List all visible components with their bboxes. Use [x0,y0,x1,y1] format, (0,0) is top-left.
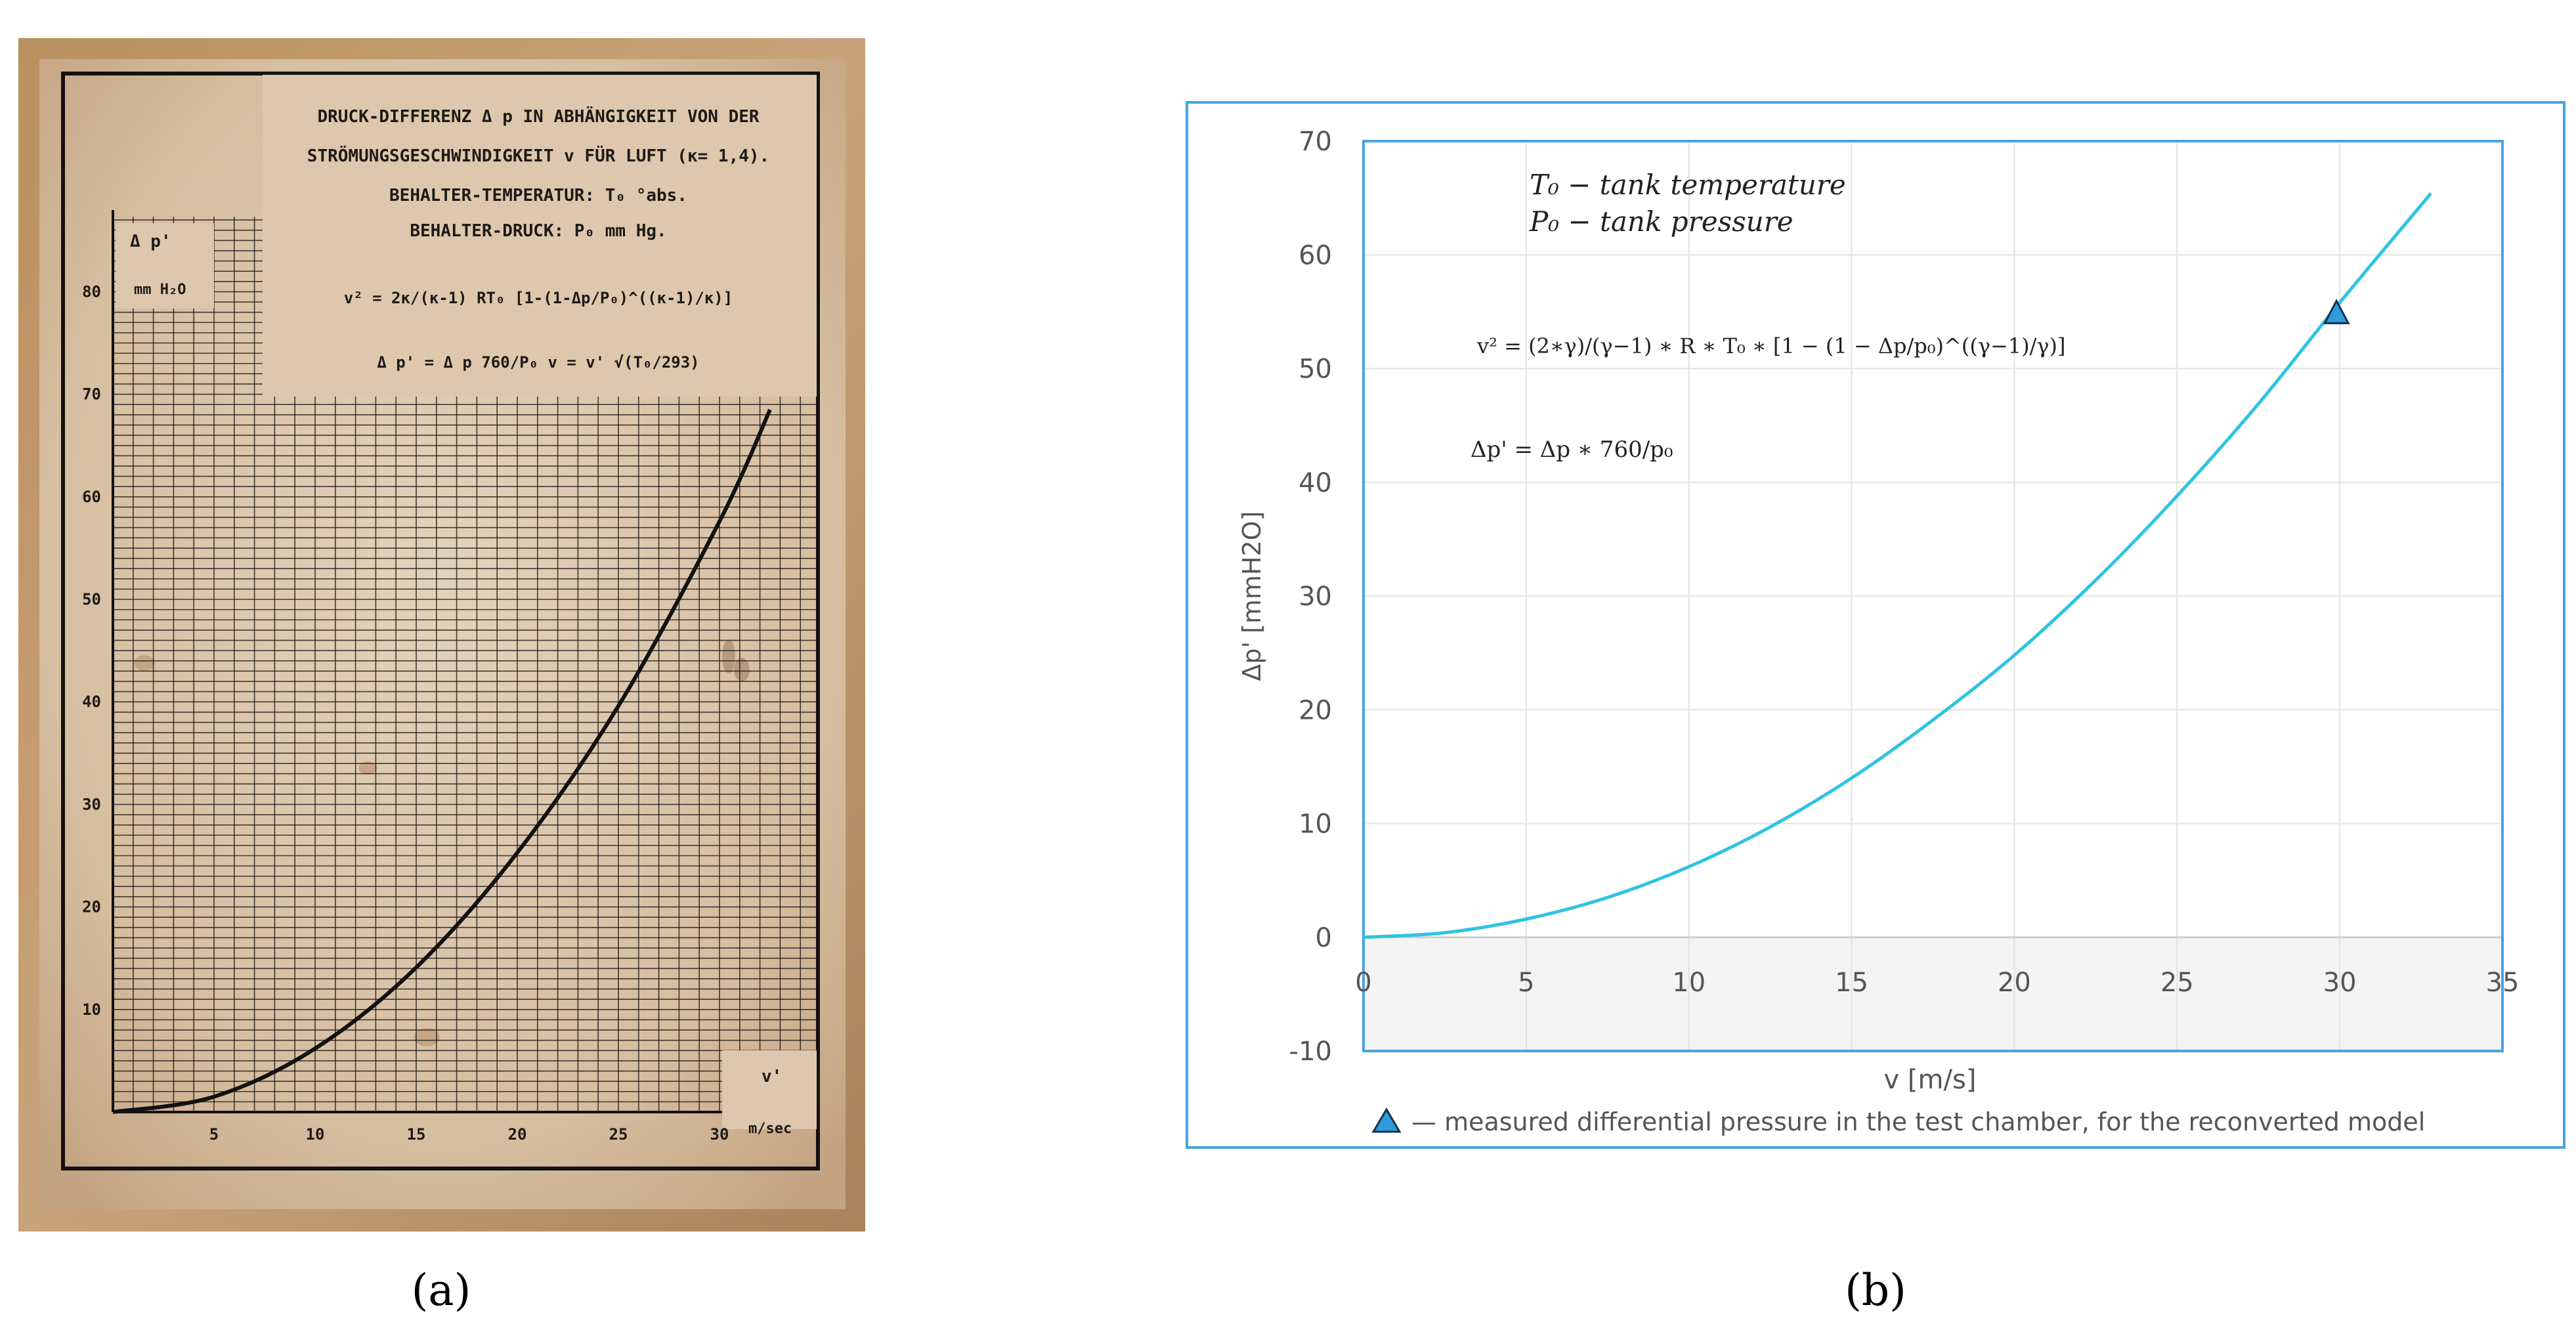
paper-y-unit: mm H₂O [134,282,186,298]
xlabel-box [722,1050,817,1129]
paper-curve-line [112,408,772,1114]
legend-marker-icon [1371,1107,1402,1133]
paper-x-axis-label: v' [762,1067,782,1086]
paper-x-tick-label: 25 [609,1125,628,1144]
y-tick-label: -10 [1289,1037,1332,1067]
paper-x-tick-label: 5 [209,1125,219,1144]
paper-x-tick-label: 15 [407,1125,426,1144]
plot-area-b [1362,140,2504,1052]
formula-pressure: Δp' = Δp ∗ 760/p₀ [1470,437,1673,463]
paper-title-line-1: DRUCK-DIFFERENZ Δ p IN ABHÄNGIGKEIT VON … [317,106,759,127]
paper-curve [112,408,772,1114]
y-tick-label: 60 [1299,240,1332,270]
panel-a: DRUCK-DIFFERENZ Δ p IN ABHÄNGIGKEIT VON … [18,38,865,1316]
paper-y-tick-label: 80 [82,282,101,301]
sheet-border [61,72,820,1170]
caption-a: (a) [412,1265,471,1316]
paper-y-tick-label: 60 [82,488,101,506]
y-tick-label: 30 [1299,582,1332,612]
paper-title: DRUCK-DIFFERENZ Δ p IN ABHÄNGIGKEIT VON … [307,106,769,241]
legend-b: — measured differential pressure in the … [1371,1107,2425,1136]
y-tick-label: 10 [1299,809,1332,840]
paper-title-line-3: BEHALTER-TEMPERATUR: T₀ °abs. [389,186,687,205]
title-block [263,75,817,397]
paper-y-tick-label: 30 [82,795,101,813]
paper-y-tick-label: 50 [82,590,101,609]
x-tick-label: 30 [2323,968,2357,998]
y-tick-label: 70 [1299,127,1332,157]
x-tick-label: 5 [1518,968,1534,998]
paper-y-tick-label: 70 [82,385,101,404]
paper-x-tick-label: 10 [306,1125,325,1144]
definition-tank-pressure: P₀ − tank pressure [1529,205,1793,238]
paper-formula-1: v² = 2κ/(κ-1) RT₀ [1-(1-Δp/P₀)^((κ-1)/κ)… [344,289,733,307]
formula-velocity: v² = (2∗γ)/(γ−1) ∗ R ∗ T₀ ∗ [1 − (1 − Δp… [1476,333,2065,358]
paper-y-tick-label: 40 [82,693,101,711]
y-tick-label: 0 [1316,923,1332,953]
paper-y-tick-label: 20 [82,898,101,916]
ylabel-box [116,223,214,309]
y-tick-label: 40 [1299,468,1332,498]
x-tick-label: 10 [1672,968,1706,998]
x-tick-label: 35 [2486,968,2520,998]
measured-point-marker [2323,299,2350,324]
x-tick-label: 0 [1355,968,1371,998]
series-line [1363,192,2432,939]
y-tick-label: 50 [1299,354,1332,385]
paper-x-unit: m/sec [748,1121,792,1137]
x-axis-label-b: v [m/s] [1884,1065,1977,1095]
y-tick-label: 20 [1299,695,1332,725]
negative-region [1363,938,2502,1051]
x-tick-label: 25 [2160,968,2194,998]
x-tick-label: 15 [1835,968,1868,998]
paper-y-tick-label: 10 [82,1000,101,1019]
x-tick-label: 20 [1998,968,2031,998]
chart-b-data [1363,192,2432,939]
paper-title-line-4: BEHALTER-DRUCK: P₀ mm Hg. [410,221,666,241]
paper-axis-ticks: 5 10 15 20 25 30 10 20 30 40 50 60 70 80 [82,282,729,1144]
panel-b: 0 5 10 15 20 25 30 35 -10 0 10 20 30 40 50 60 70 Δp' [mm… [1186,101,2565,1316]
caption-b: (b) [1845,1265,1906,1316]
definition-tank-temperature: T₀ − tank temperature [1530,169,1846,201]
paper-formula-2: Δ p' = Δ p 760/P₀ v = v' √(T₀/293) [377,353,699,372]
y-axis-label-b: Δp' [mmH2O] [1237,511,1266,681]
chart-b-ticks: 0 5 10 15 20 25 30 35 -10 0 10 20 30 40 50 60 70 [1289,127,2520,1067]
paper-x-tick-label: 30 [710,1125,729,1144]
chart-b-grid [1363,141,2502,1051]
paper-title-line-2: STRÖMUNGSGESCHWINDIGKEIT v FÜR LUFT (κ= … [307,144,769,166]
paper-x-tick-label: 20 [508,1125,527,1144]
paper-y-axis-label: Δ p' [130,232,171,251]
legend-text: — measured differential pressure in the … [1411,1107,2425,1136]
